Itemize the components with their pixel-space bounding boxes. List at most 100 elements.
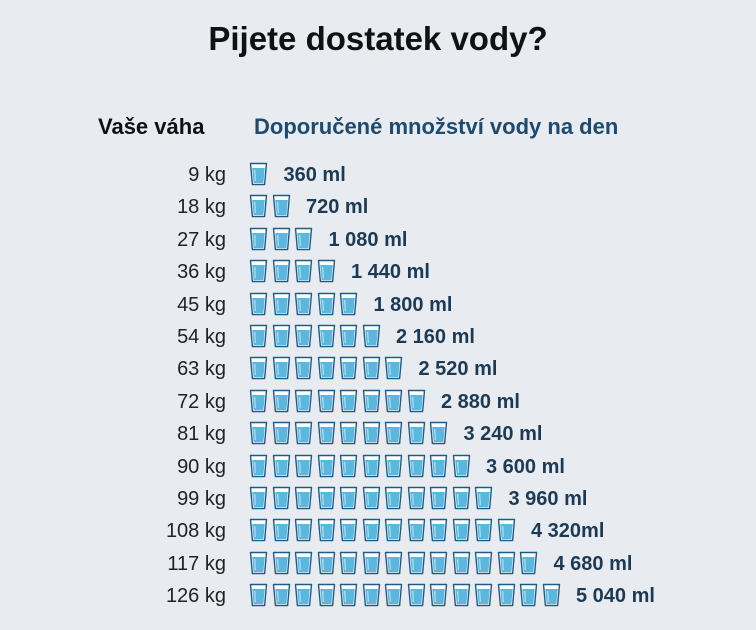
water-amount-label: 2 880 ml <box>441 390 520 413</box>
water-glass-icon <box>317 551 335 574</box>
glass-bar <box>249 421 452 447</box>
water-glass-icon <box>272 259 290 283</box>
glass-bar <box>249 227 317 253</box>
water-glass-icon <box>249 583 268 607</box>
water-glass-icon <box>294 292 313 315</box>
water-glass-icon <box>317 421 335 445</box>
weight-label: 45 kg <box>177 293 226 316</box>
weight-label: 81 kg <box>177 423 226 446</box>
water-glass-icon <box>339 389 358 412</box>
water-glass-icon <box>339 519 358 542</box>
water-glass-icon <box>294 389 313 412</box>
chart-row: 117 kg 4 680 ml <box>0 549 756 579</box>
water-glass-icon <box>249 551 268 574</box>
water-glass-icon <box>339 486 358 510</box>
water-glass-icon <box>542 583 560 607</box>
water-glass-icon <box>497 519 515 542</box>
water-glass-icon <box>272 292 290 315</box>
weight-label: 18 kg <box>177 196 226 219</box>
water-glass-icon <box>429 486 448 510</box>
water-amount-label: 1 080 ml <box>328 228 408 251</box>
water-glass-icon <box>294 227 313 250</box>
water-glass-icon <box>362 519 380 542</box>
glass-bar <box>249 583 564 609</box>
chart-row: 45 kg 1 800 ml <box>0 290 756 320</box>
water-glass-icon <box>272 227 290 250</box>
water-glass-icon <box>272 583 290 607</box>
water-glass-icon <box>339 357 358 380</box>
water-glass-icon <box>452 583 470 607</box>
water-glass-icon <box>294 259 313 283</box>
chart-row: 126 kg 5 040 ml <box>0 581 756 611</box>
water-glass-icon <box>272 519 290 542</box>
water-amount-label: 2 160 ml <box>396 326 475 348</box>
water-amount-label: 2 520 ml <box>418 358 498 381</box>
water-glass-icon <box>249 389 268 412</box>
water-glass-icon <box>249 421 268 445</box>
water-glass-icon <box>294 357 313 380</box>
chart-row: 90 kg 3 600 ml <box>0 452 756 482</box>
water-glass-icon <box>249 357 268 380</box>
water-glass-icon <box>272 486 290 510</box>
water-glass-icon <box>272 421 290 445</box>
water-glass-icon <box>362 486 380 510</box>
water-glass-icon <box>407 389 425 412</box>
water-glass-icon <box>294 519 313 542</box>
water-glass-icon <box>272 357 290 380</box>
water-glass-icon <box>272 324 290 348</box>
weight-label: 117 kg <box>167 552 226 575</box>
chart-row: 36 kg 1 440 ml <box>0 257 756 287</box>
glass-bar <box>249 518 519 544</box>
water-glass-icon <box>362 324 380 348</box>
weight-label: 108 kg <box>165 520 226 543</box>
water-amount-label: 1 440 ml <box>351 261 430 284</box>
water-amount-label: 1 800 ml <box>373 293 453 316</box>
glass-bar <box>249 551 542 577</box>
chart-row: 9 kg 360 ml <box>0 160 756 190</box>
water-glass-icon <box>317 519 335 542</box>
water-glass-icon <box>407 454 425 477</box>
water-glass-icon <box>339 324 358 348</box>
water-glass-icon <box>339 292 358 315</box>
glass-bar <box>249 356 407 382</box>
water-glass-icon <box>272 389 290 412</box>
water-glass-icon <box>407 583 425 607</box>
water-glass-icon <box>249 195 268 218</box>
water-amount-label: 5 040 ml <box>576 585 655 608</box>
water-glass-icon <box>452 551 470 574</box>
water-glass-icon <box>384 486 403 510</box>
water-glass-icon <box>362 583 380 607</box>
glass-bar <box>249 324 384 350</box>
water-glass-icon <box>339 421 358 445</box>
water-glass-icon <box>317 357 335 380</box>
water-glass-icon <box>384 551 403 574</box>
water-glass-icon <box>407 486 425 510</box>
glass-bar <box>249 454 474 480</box>
water-glass-icon <box>249 324 268 348</box>
water-glass-icon <box>317 389 335 412</box>
water-glass-icon <box>362 454 380 477</box>
water-glass-icon <box>294 324 313 348</box>
water-glass-icon <box>362 421 380 445</box>
glass-bar <box>249 259 339 285</box>
water-glass-icon <box>474 486 493 510</box>
water-glass-icon <box>384 421 403 445</box>
weight-label: 63 kg <box>177 358 226 381</box>
water-glass-icon <box>294 421 313 445</box>
water-glass-icon <box>497 583 515 607</box>
water-glass-icon <box>317 259 335 283</box>
water-glass-icon <box>294 454 313 477</box>
water-glass-icon <box>384 454 403 477</box>
weight-label: 72 kg <box>177 390 226 413</box>
water-glass-icon <box>474 551 493 574</box>
water-glass-icon <box>452 519 470 542</box>
water-column-header: Doporučené množství vody na den <box>254 114 619 139</box>
chart-row: 27 kg 1 080 ml <box>0 225 756 255</box>
water-glass-icon <box>474 583 493 607</box>
glass-bar <box>249 162 272 188</box>
water-glass-icon <box>272 195 290 218</box>
water-glass-icon <box>429 421 448 445</box>
water-glass-icon <box>362 389 380 412</box>
water-glass-icon <box>249 259 268 283</box>
